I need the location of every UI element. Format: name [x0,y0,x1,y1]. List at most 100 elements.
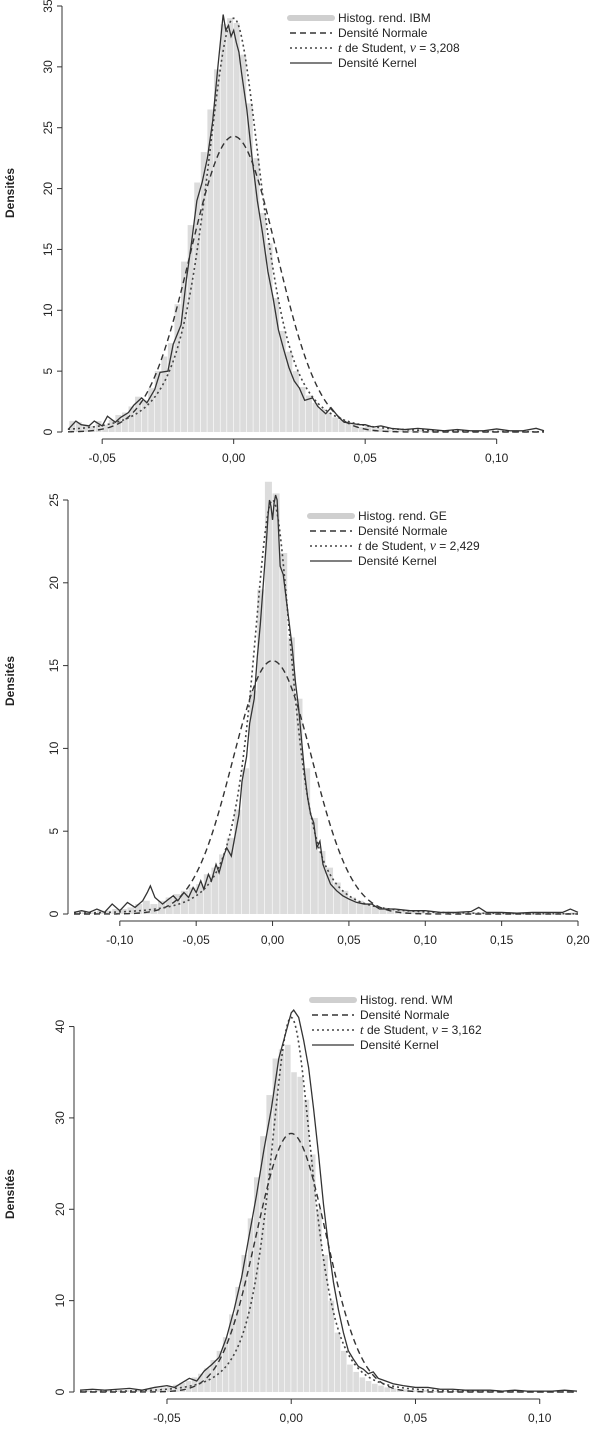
histogram-bar [295,698,303,914]
y-tick-label: 20 [41,182,55,196]
histogram-bar [365,1381,372,1392]
legend-label: Histog. rend. IBM [338,11,431,25]
y-axis-label: Densités [3,656,17,706]
histogram-bar [421,1390,428,1392]
histogram-bar [299,386,306,432]
histogram-bar [141,400,148,432]
chart-ge: -0,10 -0,05 0,00 0,05 0,10 0,15 0,20 0 5 10 15 20 25… [3,481,590,947]
histogram-bar [89,912,97,914]
y-tick-label: 0 [53,1388,67,1395]
histogram-bar [332,417,339,432]
y-tick-label: 25 [47,493,61,507]
histogram-bar [196,884,204,914]
legend-label: Densité Normale [358,524,448,538]
histogram-bar [142,1389,148,1392]
histogram-bar [384,1387,391,1392]
histogram-bar [325,412,332,432]
histogram-bar [264,481,272,914]
histogram-bar [297,1076,304,1392]
histogram-bar [200,152,207,432]
histogram-bar [204,1368,210,1392]
legend-label: Densité Kernel [358,554,437,568]
histogram-bar [353,1371,359,1392]
histogram-bar [226,837,234,914]
y-tick-label: 25 [41,121,55,135]
y-tick-label: 35 [41,0,55,13]
histogram-bar [341,890,349,914]
histogram-bar [391,428,398,432]
histogram-bar [322,1254,328,1392]
histogram-bar [75,422,82,432]
histogram-bar [210,1360,217,1392]
histogram-bar [166,1386,173,1392]
histogram-bar [249,690,257,914]
histogram-bar [278,1049,285,1392]
histogram-bar [235,1286,241,1392]
histogram-bar [216,1350,223,1392]
x-tick-label: 0,15 [490,933,514,947]
histogram-bar [240,54,247,432]
legend-label: Densité Kernel [360,1038,439,1052]
histogram-bar [496,431,503,432]
histogram-bar [266,1095,272,1392]
histogram-bars [80,1044,577,1392]
histogram-bar [356,900,364,914]
histogram-bar [74,912,82,914]
chart-wm: -0,05 0,00 0,05 0,10 0 10 20 30 40 Densités Histog… [3,993,578,1425]
student-t-density-line [67,17,544,433]
legend-label: Histog. rend. WM [360,993,453,1007]
histogram-bar [448,912,456,914]
histogram-bar [222,1337,229,1392]
histogram-bar [309,1154,316,1392]
histogram-bar [165,897,173,914]
histogram-bar [378,428,385,432]
histogram-bar [365,425,372,432]
histogram-bar [516,431,523,432]
histogram-bar [310,817,318,914]
histogram-bar [158,900,166,914]
histogram-bar [319,408,326,432]
histogram-bar [161,356,168,432]
y-tick-label: 30 [41,60,55,74]
histogram-bar [259,212,266,432]
histogram-bar [167,343,174,432]
student-t-density-line [73,499,578,915]
y-tick-label: 0 [41,428,55,435]
y-tick-label: 5 [41,367,55,374]
histogram-bar [257,589,265,914]
histogram-bar [312,402,319,432]
histogram-bar [402,910,410,914]
y-axis-label: Densités [3,1169,17,1219]
histogram-bar [142,900,150,914]
y-tick-label: 20 [47,576,61,590]
histogram-bar [211,867,219,914]
histogram-bar [334,1332,341,1392]
x-tick-label: -0,10 [106,933,134,947]
histogram-bar [285,1044,291,1392]
histogram-bar [174,304,181,432]
chart-panel-wm: -0,05 0,00 0,05 0,10 0 10 20 30 40 Densités Histog… [0,952,592,1438]
histogram-bar [340,1350,347,1392]
histogram-bar [234,809,242,914]
legend-label: t de Student, ν = 3,162 [360,1022,482,1038]
histogram-bar [219,854,227,914]
x-tick-label: 0,00 [222,451,246,465]
histogram-bar [154,1388,161,1392]
histogram-bar [188,887,196,914]
histogram-bar [272,493,280,914]
legend-label: Histog. rend. GE [358,509,447,523]
histogram-bar [471,1391,477,1392]
y-axis-label: Densités [3,168,17,218]
histogram-bar [425,912,433,914]
histogram-bar [384,429,391,432]
x-tick-label: -0,05 [153,1411,181,1425]
x-tick-label: 0,00 [261,933,285,947]
histogram-bar [148,388,155,432]
histogram-bar [86,1391,92,1392]
histogram-bar [213,69,220,432]
histogram-bar [347,1364,353,1392]
histogram-bar [501,913,509,914]
histogram-bar [358,427,365,432]
